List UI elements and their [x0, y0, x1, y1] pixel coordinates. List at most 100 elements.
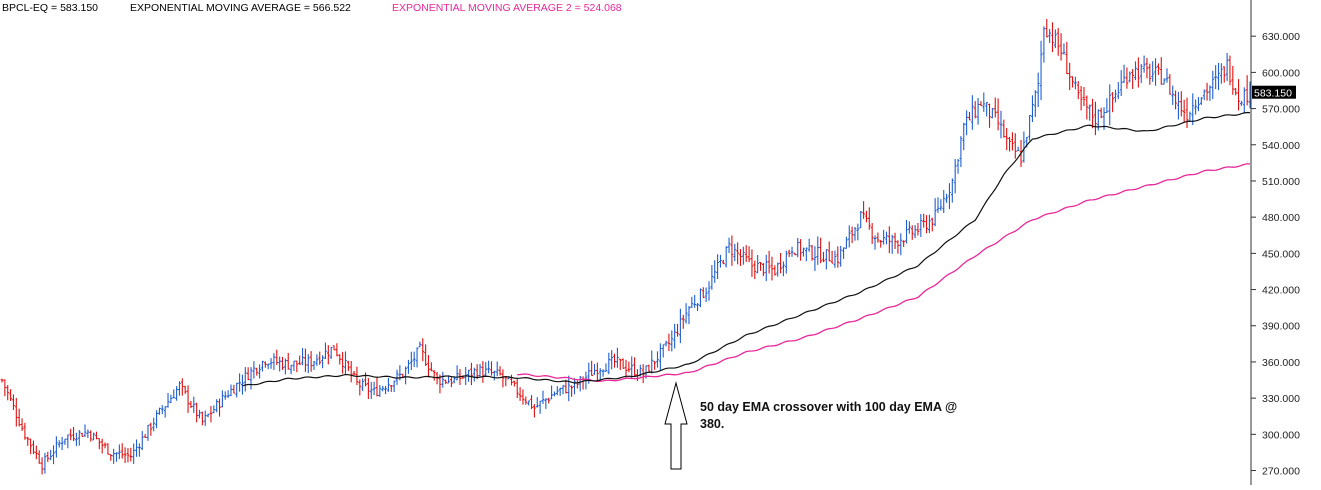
y-axis-ticks: 270.000 300.000 330.000 360.000 390.000 420.0… [1251, 31, 1300, 478]
price-bar [1205, 82, 1209, 101]
price-bar [1045, 18, 1049, 38]
price-bar [819, 237, 823, 264]
price-bar [272, 353, 276, 370]
price-bar [882, 229, 886, 245]
price-bar [378, 385, 382, 397]
price-bar [724, 246, 728, 268]
price-bar [836, 246, 840, 268]
price-bar [421, 338, 425, 362]
price-bar [807, 238, 811, 252]
price-bar [919, 214, 923, 237]
price-bar [553, 391, 556, 397]
price-bar [83, 424, 87, 437]
price-bar [20, 418, 24, 431]
price-bar [481, 361, 485, 383]
price-bar [604, 363, 608, 372]
price-bar [106, 443, 110, 455]
price-bar [658, 343, 662, 371]
price-bar [950, 178, 954, 203]
price-bar [527, 400, 531, 406]
price-bar [255, 367, 259, 376]
y-tick-label: 540.000 [1262, 140, 1300, 152]
price-bar [195, 402, 199, 423]
price-bar [690, 296, 694, 308]
price-bar [1219, 63, 1223, 84]
price-bar [32, 440, 35, 455]
price-bar [40, 457, 44, 475]
price-bar [455, 365, 459, 381]
price-bar [372, 381, 376, 396]
price-bar [1188, 111, 1192, 122]
price-bar [678, 308, 682, 344]
price-bar [43, 452, 47, 474]
price-bar [845, 236, 848, 249]
price-bar [856, 223, 860, 241]
price-bar [810, 244, 814, 261]
price-bar [538, 400, 542, 414]
price-bar [550, 385, 553, 400]
price-bar [650, 350, 654, 374]
price-bar [6, 384, 10, 401]
price-bar [1191, 93, 1195, 126]
price-bar [1148, 63, 1152, 85]
price-bar [14, 397, 18, 427]
price-bar [487, 360, 491, 374]
price-bar [618, 358, 622, 370]
price-bar [418, 341, 422, 348]
price-bar [304, 348, 307, 372]
price-bar [1002, 119, 1006, 138]
price-bar [887, 226, 891, 254]
price-bar [129, 447, 133, 462]
price-bar [1208, 85, 1212, 101]
y-tick-label: 450.000 [1262, 248, 1300, 260]
price-bar [1033, 90, 1037, 117]
price-bar [1013, 133, 1017, 159]
price-bar [973, 101, 977, 119]
y-tick-label: 510.000 [1262, 176, 1300, 188]
price-bar [693, 294, 697, 308]
price-bar [661, 344, 665, 358]
price-bar [1082, 87, 1086, 107]
price-bar [3, 379, 7, 397]
price-bar [1240, 101, 1243, 106]
price-bar [246, 367, 250, 381]
price-bar [942, 190, 946, 214]
price-bar [593, 363, 596, 375]
price-bar [730, 235, 734, 266]
price-bar [1094, 101, 1097, 136]
price-bar [962, 122, 966, 151]
price-bar [982, 92, 986, 112]
price-bar [146, 424, 150, 441]
price-bar [676, 323, 679, 337]
price-bar [1157, 63, 1160, 75]
price-bar [306, 354, 310, 374]
price-bar [699, 288, 702, 308]
price-bar [384, 386, 387, 395]
price-bar [1165, 68, 1169, 83]
price-bar [218, 398, 221, 417]
price-bar [647, 364, 651, 372]
price-bar [490, 361, 493, 376]
price-bar [221, 390, 224, 408]
price-bar [824, 249, 828, 270]
price-bar [203, 410, 207, 426]
price-bar [1105, 98, 1109, 114]
price-bar [896, 240, 900, 254]
price-bar [558, 387, 562, 396]
price-bar [970, 95, 974, 130]
price-bar [1131, 69, 1135, 89]
price-bar [1071, 76, 1074, 88]
price-bar [1048, 28, 1052, 43]
price-bar [269, 358, 273, 369]
price-bar [627, 361, 631, 373]
price-bar [169, 394, 173, 404]
price-bar [965, 110, 969, 136]
price-bar [796, 237, 800, 258]
price-bar [870, 223, 874, 244]
price-bar [1174, 90, 1177, 110]
price-bar [1211, 70, 1215, 100]
price-bar [873, 235, 877, 250]
price-bar [802, 247, 805, 257]
